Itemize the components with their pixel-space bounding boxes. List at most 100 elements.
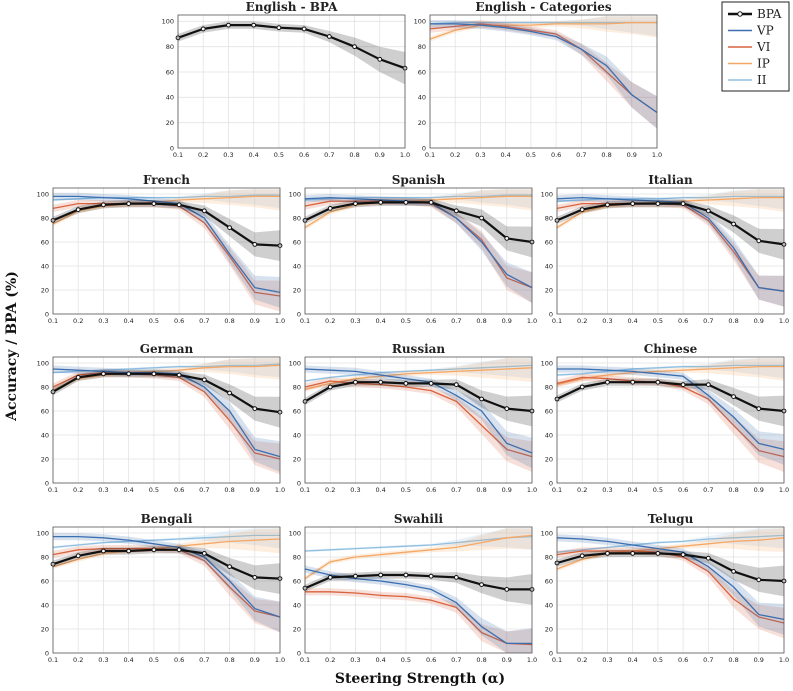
x-tick-label: 0.8 — [476, 656, 486, 664]
x-tick-label: 0.5 — [401, 656, 411, 664]
x-tick-label: 0.8 — [224, 317, 234, 325]
panel-bengali: 0.1 0.2 0.3 0.4 0.5 0.6 0.7 0.8 0.9 1.0 0 20 40 60 80 1… — [37, 512, 286, 664]
x-tick-label: 0.9 — [502, 317, 512, 325]
x-tick-label: 1.0 — [527, 317, 537, 325]
plot-frame — [304, 356, 533, 484]
line-vi — [52, 371, 281, 460]
y-tick-label: 80 — [293, 383, 301, 391]
point-bpa — [630, 201, 636, 207]
x-tick-label: 0.1 — [300, 317, 310, 325]
panel-title: Italian — [648, 173, 693, 187]
y-tick-label: 20 — [293, 625, 301, 633]
line-vp — [557, 368, 785, 451]
y-tick-label: 0 — [549, 649, 553, 657]
band-ip — [305, 358, 532, 392]
y-tick-label: 20 — [293, 286, 301, 294]
band-vi — [430, 20, 657, 129]
line-bpa — [556, 202, 785, 246]
band-vi — [305, 377, 532, 472]
band-ii — [557, 189, 784, 210]
x-tick-label: 0.6 — [299, 151, 309, 159]
y-tick-label: 60 — [293, 238, 301, 246]
line-ip — [304, 367, 533, 391]
line-ii — [556, 195, 784, 202]
plot-frame — [52, 356, 281, 484]
band-ii — [430, 16, 657, 37]
y-axis-label: Accuracy / BPA (%) — [4, 271, 20, 422]
point-bpa — [176, 202, 182, 208]
point-bpa — [756, 238, 762, 244]
line-bpa — [177, 24, 406, 70]
point-bpa — [227, 564, 232, 569]
y-tick-label: 0 — [170, 144, 174, 152]
legend-label-ii: II — [757, 73, 767, 87]
panel-title: Telugu — [648, 512, 694, 526]
x-tick-label: 0.9 — [375, 151, 385, 159]
legend-label-ip: IP — [757, 57, 770, 71]
panel-title: Spanish — [392, 173, 446, 187]
x-tick-label: 0.5 — [526, 151, 536, 159]
y-tick-label: 60 — [293, 407, 301, 415]
x-tick-label: 0.6 — [174, 317, 184, 325]
x-tick-label: 0.3 — [98, 656, 108, 664]
x-tick-label: 0.8 — [224, 486, 234, 494]
x-tick-label: 0.3 — [475, 151, 485, 159]
panel-swahili: 0.1 0.2 0.3 0.4 0.5 0.6 0.7 0.8 0.9 1.0 0 20 40 60 80 1… — [289, 512, 538, 664]
point-bpa — [453, 382, 459, 388]
point-bpa — [428, 381, 434, 386]
x-tick-label: 0.3 — [223, 151, 233, 159]
x-tick-label: 0.5 — [149, 656, 159, 664]
point-bpa — [731, 221, 736, 227]
x-tick-label: 0.5 — [401, 317, 411, 325]
x-tick-label: 0.2 — [73, 486, 83, 494]
point-bpa — [453, 208, 459, 214]
point-bpa — [680, 201, 686, 207]
point-bpa — [705, 382, 711, 388]
x-tick-label: 0.5 — [653, 317, 663, 325]
band-vi — [53, 545, 280, 633]
line-ii — [52, 534, 280, 549]
x-tick-label: 0.5 — [653, 656, 663, 664]
panel-title: Bengali — [141, 512, 193, 526]
panel-chinese: 0.1 0.2 0.3 0.4 0.5 0.6 0.7 0.8 0.9 1.0 0 20 40 60 80 1… — [541, 342, 790, 494]
point-bpa — [353, 379, 358, 385]
point-bpa — [75, 553, 81, 559]
x-tick-label: 0.9 — [502, 656, 512, 664]
y-tick-label: 80 — [545, 553, 553, 561]
point-bpa — [378, 379, 384, 385]
plot-frame — [52, 526, 281, 654]
line-vp — [53, 535, 281, 618]
plot-frame — [304, 526, 533, 654]
x-tick-label: 0.7 — [703, 656, 713, 664]
x-tick-label: 0.5 — [653, 486, 663, 494]
point-bpa — [176, 372, 182, 378]
point-bpa — [378, 200, 384, 205]
point-bpa — [680, 382, 686, 388]
x-tick-label: 0.1 — [48, 317, 58, 325]
x-tick-label: 1.0 — [275, 486, 285, 494]
y-tick-label: 60 — [293, 577, 301, 585]
x-tick-label: 0.2 — [450, 151, 460, 159]
line-ip — [556, 365, 784, 386]
point-bpa — [353, 201, 358, 207]
point-bpa — [326, 34, 332, 39]
x-tick-label: 0.2 — [73, 317, 83, 325]
band-ii — [557, 358, 784, 379]
band-bpa — [557, 200, 784, 260]
x-tick-label: 1.0 — [275, 317, 285, 325]
y-tick-label: 20 — [41, 286, 49, 294]
y-tick-label: 60 — [166, 68, 174, 76]
plot-area — [178, 15, 405, 148]
band-bpa — [557, 378, 784, 427]
x-tick-label: 0.1 — [552, 317, 562, 325]
x-tick-label: 0.4 — [375, 317, 385, 325]
legend-marker-bpa — [737, 11, 743, 17]
x-tick-label: 0.1 — [300, 486, 310, 494]
y-tick-label: 0 — [45, 310, 49, 318]
point-bpa — [731, 394, 736, 400]
y-tick-label: 40 — [41, 601, 49, 609]
point-bpa — [579, 384, 585, 390]
y-tick-label: 40 — [293, 601, 301, 609]
x-tick-label: 1.0 — [527, 656, 537, 664]
band-ip — [305, 189, 532, 230]
